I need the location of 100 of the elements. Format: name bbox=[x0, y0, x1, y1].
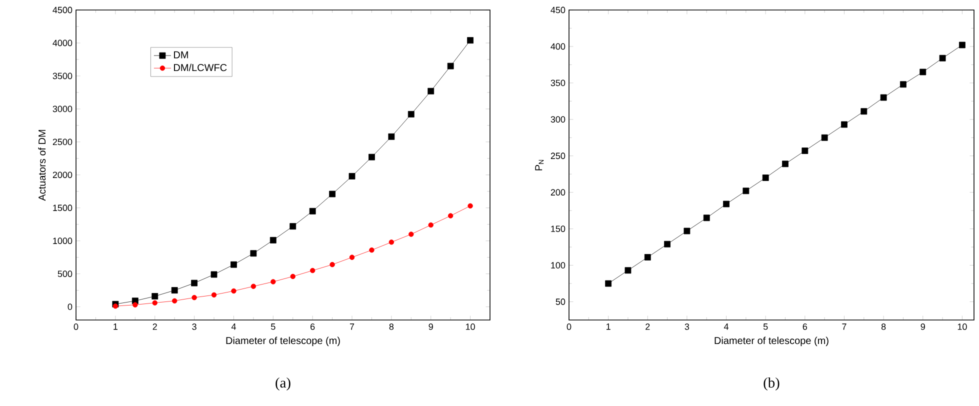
point bbox=[624, 267, 632, 274]
x-tick-label: 7 bbox=[842, 324, 846, 330]
point bbox=[250, 284, 256, 289]
point bbox=[329, 190, 336, 198]
point bbox=[821, 134, 828, 141]
point bbox=[468, 203, 473, 208]
point bbox=[348, 173, 356, 180]
text: (a) bbox=[276, 377, 290, 391]
point bbox=[388, 240, 394, 245]
y-tick-label: 300 bbox=[550, 116, 566, 123]
y-tick-label: 500 bbox=[58, 270, 72, 278]
point bbox=[703, 214, 710, 222]
legend-label: DM/LCWFC bbox=[174, 64, 227, 72]
x-tick-label: 8 bbox=[389, 324, 394, 330]
point bbox=[270, 279, 276, 284]
x-tick-label: 1 bbox=[606, 324, 610, 330]
x-tick-label: 6 bbox=[802, 324, 808, 330]
y-tick-label: 50 bbox=[556, 298, 566, 305]
x-tick-label: 5 bbox=[271, 324, 276, 330]
y-tick-label: 350 bbox=[550, 80, 566, 86]
point bbox=[880, 94, 887, 101]
point bbox=[860, 108, 868, 115]
point bbox=[428, 88, 434, 94]
y-axis-title: P$_{N}$ bbox=[535, 160, 544, 170]
x-tick-label: 5 bbox=[763, 324, 768, 330]
point bbox=[369, 247, 374, 253]
point bbox=[841, 121, 848, 128]
point bbox=[112, 304, 118, 309]
point bbox=[152, 293, 158, 300]
point bbox=[448, 213, 454, 218]
point bbox=[152, 300, 158, 306]
point bbox=[428, 222, 434, 228]
x-tick-label: 3 bbox=[684, 324, 690, 330]
point bbox=[309, 208, 316, 214]
y-tick-label: 150 bbox=[551, 226, 566, 232]
x-tick-label: 7 bbox=[350, 324, 354, 330]
point bbox=[408, 111, 414, 118]
x-tick-label: 0 bbox=[566, 324, 572, 330]
point bbox=[605, 280, 612, 287]
point bbox=[172, 298, 178, 304]
legend-label: DM bbox=[174, 51, 188, 58]
x-tick-label: 10 bbox=[466, 324, 475, 330]
y-axis-title: Actuators of DM bbox=[38, 130, 46, 201]
y-tick-label: 1500 bbox=[53, 204, 72, 212]
x-axis-title: Diameter of telescope (m) bbox=[714, 336, 828, 346]
text: (b) bbox=[764, 377, 780, 391]
point bbox=[191, 280, 198, 286]
y-tick-label: 0 bbox=[68, 304, 72, 310]
y-tick-label: 1000 bbox=[53, 238, 72, 244]
x-tick-label: 6 bbox=[310, 324, 315, 330]
y-tick-label: 450 bbox=[550, 6, 566, 14]
y-tick-label: 100 bbox=[551, 262, 566, 268]
y-tick-label: 2000 bbox=[52, 172, 72, 178]
y-tick-label: 4500 bbox=[52, 6, 72, 14]
x-tick-label: 8 bbox=[881, 324, 886, 330]
point bbox=[330, 262, 335, 268]
point bbox=[920, 68, 926, 76]
point bbox=[802, 148, 808, 154]
point bbox=[349, 254, 355, 260]
x-tick-label: 4 bbox=[724, 324, 729, 330]
point bbox=[742, 188, 750, 194]
point bbox=[290, 274, 296, 280]
point bbox=[644, 254, 651, 260]
point bbox=[900, 81, 906, 88]
point bbox=[762, 174, 769, 181]
point bbox=[290, 223, 296, 230]
point bbox=[388, 133, 395, 140]
x-tick-label: 9 bbox=[920, 324, 925, 330]
point bbox=[723, 200, 730, 208]
point bbox=[132, 302, 138, 308]
y-tick-label: 3500 bbox=[52, 72, 72, 80]
point bbox=[939, 54, 946, 62]
point bbox=[270, 236, 276, 244]
point bbox=[230, 261, 237, 268]
y-tick-label: 250 bbox=[550, 152, 566, 160]
point bbox=[467, 37, 474, 44]
point bbox=[250, 250, 257, 257]
point bbox=[782, 160, 788, 168]
point bbox=[210, 271, 218, 278]
x-tick-label: 2 bbox=[646, 324, 650, 330]
point bbox=[447, 62, 454, 70]
x-tick-label: 3 bbox=[192, 324, 196, 330]
point bbox=[664, 240, 671, 248]
y-tick-label: 200 bbox=[550, 189, 566, 196]
point bbox=[959, 42, 966, 48]
y-tick-label: 4000 bbox=[52, 40, 72, 46]
point bbox=[310, 268, 316, 274]
x-tick-label: 4 bbox=[231, 324, 236, 330]
point bbox=[368, 154, 375, 160]
y-tick-label: 3000 bbox=[52, 106, 72, 112]
point bbox=[408, 232, 414, 237]
x-tick-label: 9 bbox=[428, 324, 433, 330]
y-tick-label: 400 bbox=[550, 43, 566, 50]
x-tick-label: 10 bbox=[958, 324, 967, 330]
x-tick-label: 1 bbox=[114, 324, 118, 330]
y-tick-label: 2500 bbox=[52, 138, 72, 146]
point bbox=[211, 292, 217, 298]
x-axis-title: Diameter of telescope (m) bbox=[226, 336, 340, 346]
x-tick-label: 2 bbox=[152, 324, 157, 330]
point bbox=[231, 288, 236, 294]
